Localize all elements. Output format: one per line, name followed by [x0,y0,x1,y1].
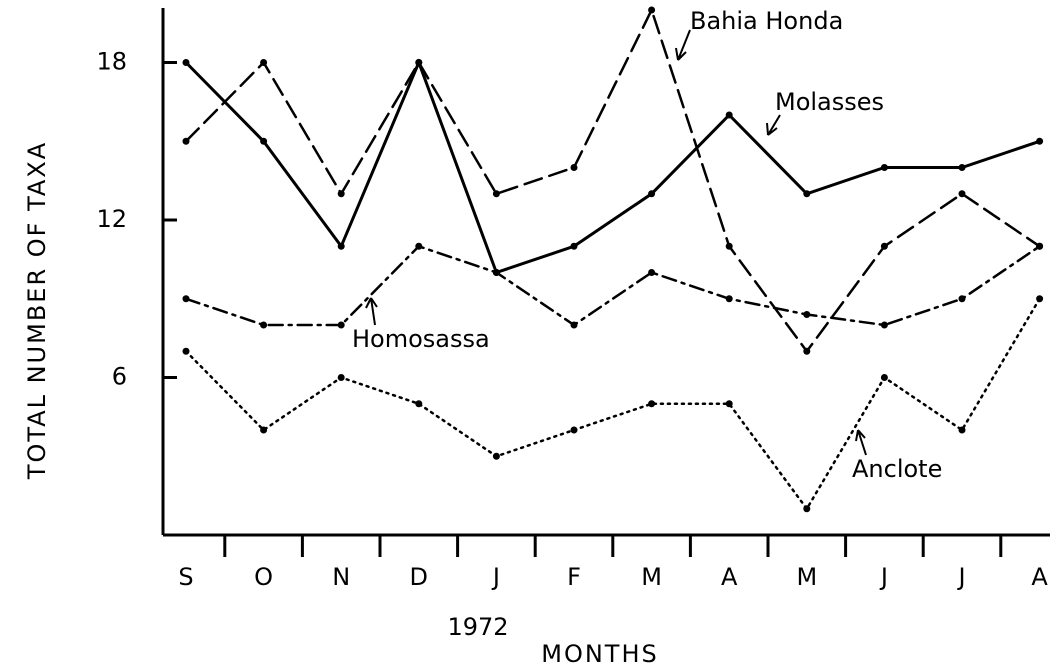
x-tick-label: O [254,563,273,591]
point [182,295,190,303]
point [337,374,345,381]
series-label: Bahia Honda [690,7,843,35]
point [1036,242,1044,250]
point [570,242,578,250]
series-label: Anclote [852,455,942,483]
point [570,164,578,171]
arrow [766,114,781,136]
x-tick-label: J [879,563,888,591]
point [570,426,578,434]
point [492,269,500,276]
y-tick-label: 6 [112,363,127,391]
series-label: Homosassa [352,325,490,353]
point [725,295,733,303]
x-tick-label: F [567,563,581,591]
annotation: 1972 [447,613,508,641]
point [880,242,888,250]
x-tick-label: M [641,563,662,591]
point [880,321,888,329]
y-tick-label: 18 [96,48,127,76]
point [648,269,656,276]
series-line [184,58,1042,275]
point [880,164,888,171]
point [958,190,966,198]
point [260,59,268,66]
point [880,374,888,381]
x-tick-label: J [956,563,965,591]
point [260,426,268,434]
series-line [184,6,1041,354]
point [260,137,268,145]
annotation-arrows [365,29,867,456]
point [415,59,423,66]
y-axis-label: TOTAL NUMBER OF TAXA [23,141,51,480]
series-label: Molasses [775,88,884,116]
point [415,400,423,408]
arrow [365,297,378,326]
point [725,111,733,119]
point [648,400,656,408]
point [182,137,190,145]
arrow [855,429,867,456]
point [725,400,733,408]
point [182,59,190,66]
arrow [675,29,691,61]
x-tick-label: S [178,563,193,591]
point [570,321,578,329]
point [958,426,966,434]
point [648,190,656,198]
point [337,190,345,198]
point [958,295,966,303]
point [725,242,733,250]
point [803,505,811,513]
point [337,242,345,250]
x-tick-label: M [796,563,817,591]
point [492,452,500,460]
y-tick-label: 12 [96,205,127,233]
point [1036,137,1044,145]
x-tick-label: N [332,563,350,591]
point [182,347,190,355]
x-tick-label: A [721,563,738,591]
point [415,242,423,250]
point [803,190,811,198]
x-tick-label: J [491,563,500,591]
x-tick-label: D [410,563,428,591]
point [1036,295,1044,303]
x-tick-label: A [1031,563,1048,591]
point [648,6,656,14]
point [803,311,811,318]
point [803,347,811,355]
point [260,321,268,329]
point [337,321,345,329]
x-axis-label: MONTHS [541,640,659,668]
point [492,190,500,198]
series-line [184,297,1041,512]
point [958,164,966,171]
series-line [184,244,1041,327]
